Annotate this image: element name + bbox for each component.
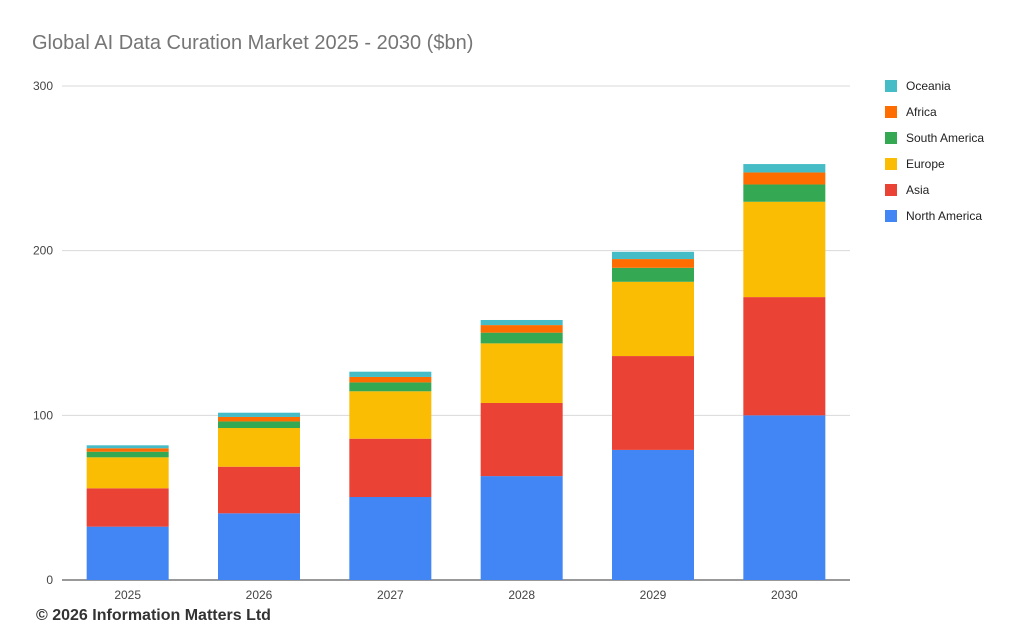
legend-label: Oceania: [906, 79, 951, 93]
legend-swatch: [885, 158, 897, 170]
bar-segment-asia: [480, 402, 563, 477]
bar-segment-asia: [218, 466, 300, 514]
bar-segment-africa: [743, 172, 826, 185]
bar-segment-asia: [743, 297, 826, 416]
legend-swatch: [885, 210, 897, 222]
x-tick-label: 2028: [508, 588, 535, 602]
bar-segment-africa: [349, 376, 432, 383]
bar-segment-oceania: [612, 251, 694, 260]
bar-segment-asia: [349, 438, 432, 498]
legend-swatch: [885, 106, 897, 118]
bar-segment-north-america: [480, 476, 563, 580]
bar-segment-south-america: [349, 382, 432, 392]
legend-label: Africa: [906, 105, 937, 119]
bar-segment-north-america: [218, 513, 300, 580]
legend-label: Europe: [906, 157, 945, 171]
x-tick-label: 2025: [114, 588, 141, 602]
legend-swatch: [885, 80, 897, 92]
bar-segment-oceania: [86, 445, 169, 449]
x-tick-label: 2026: [246, 588, 273, 602]
y-tick-label: 300: [33, 79, 53, 93]
legend-swatch: [885, 132, 897, 144]
bar-segment-africa: [86, 448, 169, 452]
bar-segment-africa: [218, 416, 300, 422]
bar-segment-africa: [480, 325, 563, 333]
bar-segment-africa: [612, 259, 694, 268]
copyright-footer: © 2026 Information Matters Ltd: [36, 607, 271, 624]
bar-segment-south-america: [612, 267, 694, 282]
bar-segment-europe: [612, 281, 694, 357]
bar-segment-europe: [86, 457, 169, 489]
y-tick-label: 0: [46, 573, 53, 587]
bar-segment-north-america: [612, 449, 694, 580]
chart-title: Global AI Data Curation Market 2025 - 20…: [32, 32, 474, 54]
bar-segment-north-america: [743, 415, 826, 580]
y-tick-label: 200: [33, 244, 53, 258]
bar-segment-oceania: [480, 319, 563, 326]
bar-segment-north-america: [86, 526, 169, 580]
legend-label: North America: [906, 209, 982, 223]
x-tick-label: 2029: [640, 588, 667, 602]
bar-segment-oceania: [349, 371, 432, 377]
legend-swatch: [885, 184, 897, 196]
bar-segment-asia: [612, 356, 694, 450]
x-tick-label: 2027: [377, 588, 404, 602]
bar-segment-europe: [743, 201, 826, 298]
bar-segment-south-america: [743, 184, 826, 202]
bar-segment-asia: [86, 488, 169, 527]
y-tick-label: 100: [33, 408, 53, 422]
bar-segment-europe: [349, 391, 432, 439]
bar-segment-europe: [218, 428, 300, 467]
bar-segment-oceania: [743, 164, 826, 173]
bar-segment-south-america: [218, 421, 300, 429]
bar-segment-south-america: [86, 451, 169, 458]
bar-segment-south-america: [480, 332, 563, 344]
x-tick-label: 2030: [771, 588, 798, 602]
bar-segment-europe: [480, 343, 563, 403]
legend-label: Asia: [906, 183, 930, 197]
bar-segment-north-america: [349, 497, 432, 580]
legend-label: South America: [906, 131, 984, 145]
bar-segment-oceania: [218, 412, 300, 417]
